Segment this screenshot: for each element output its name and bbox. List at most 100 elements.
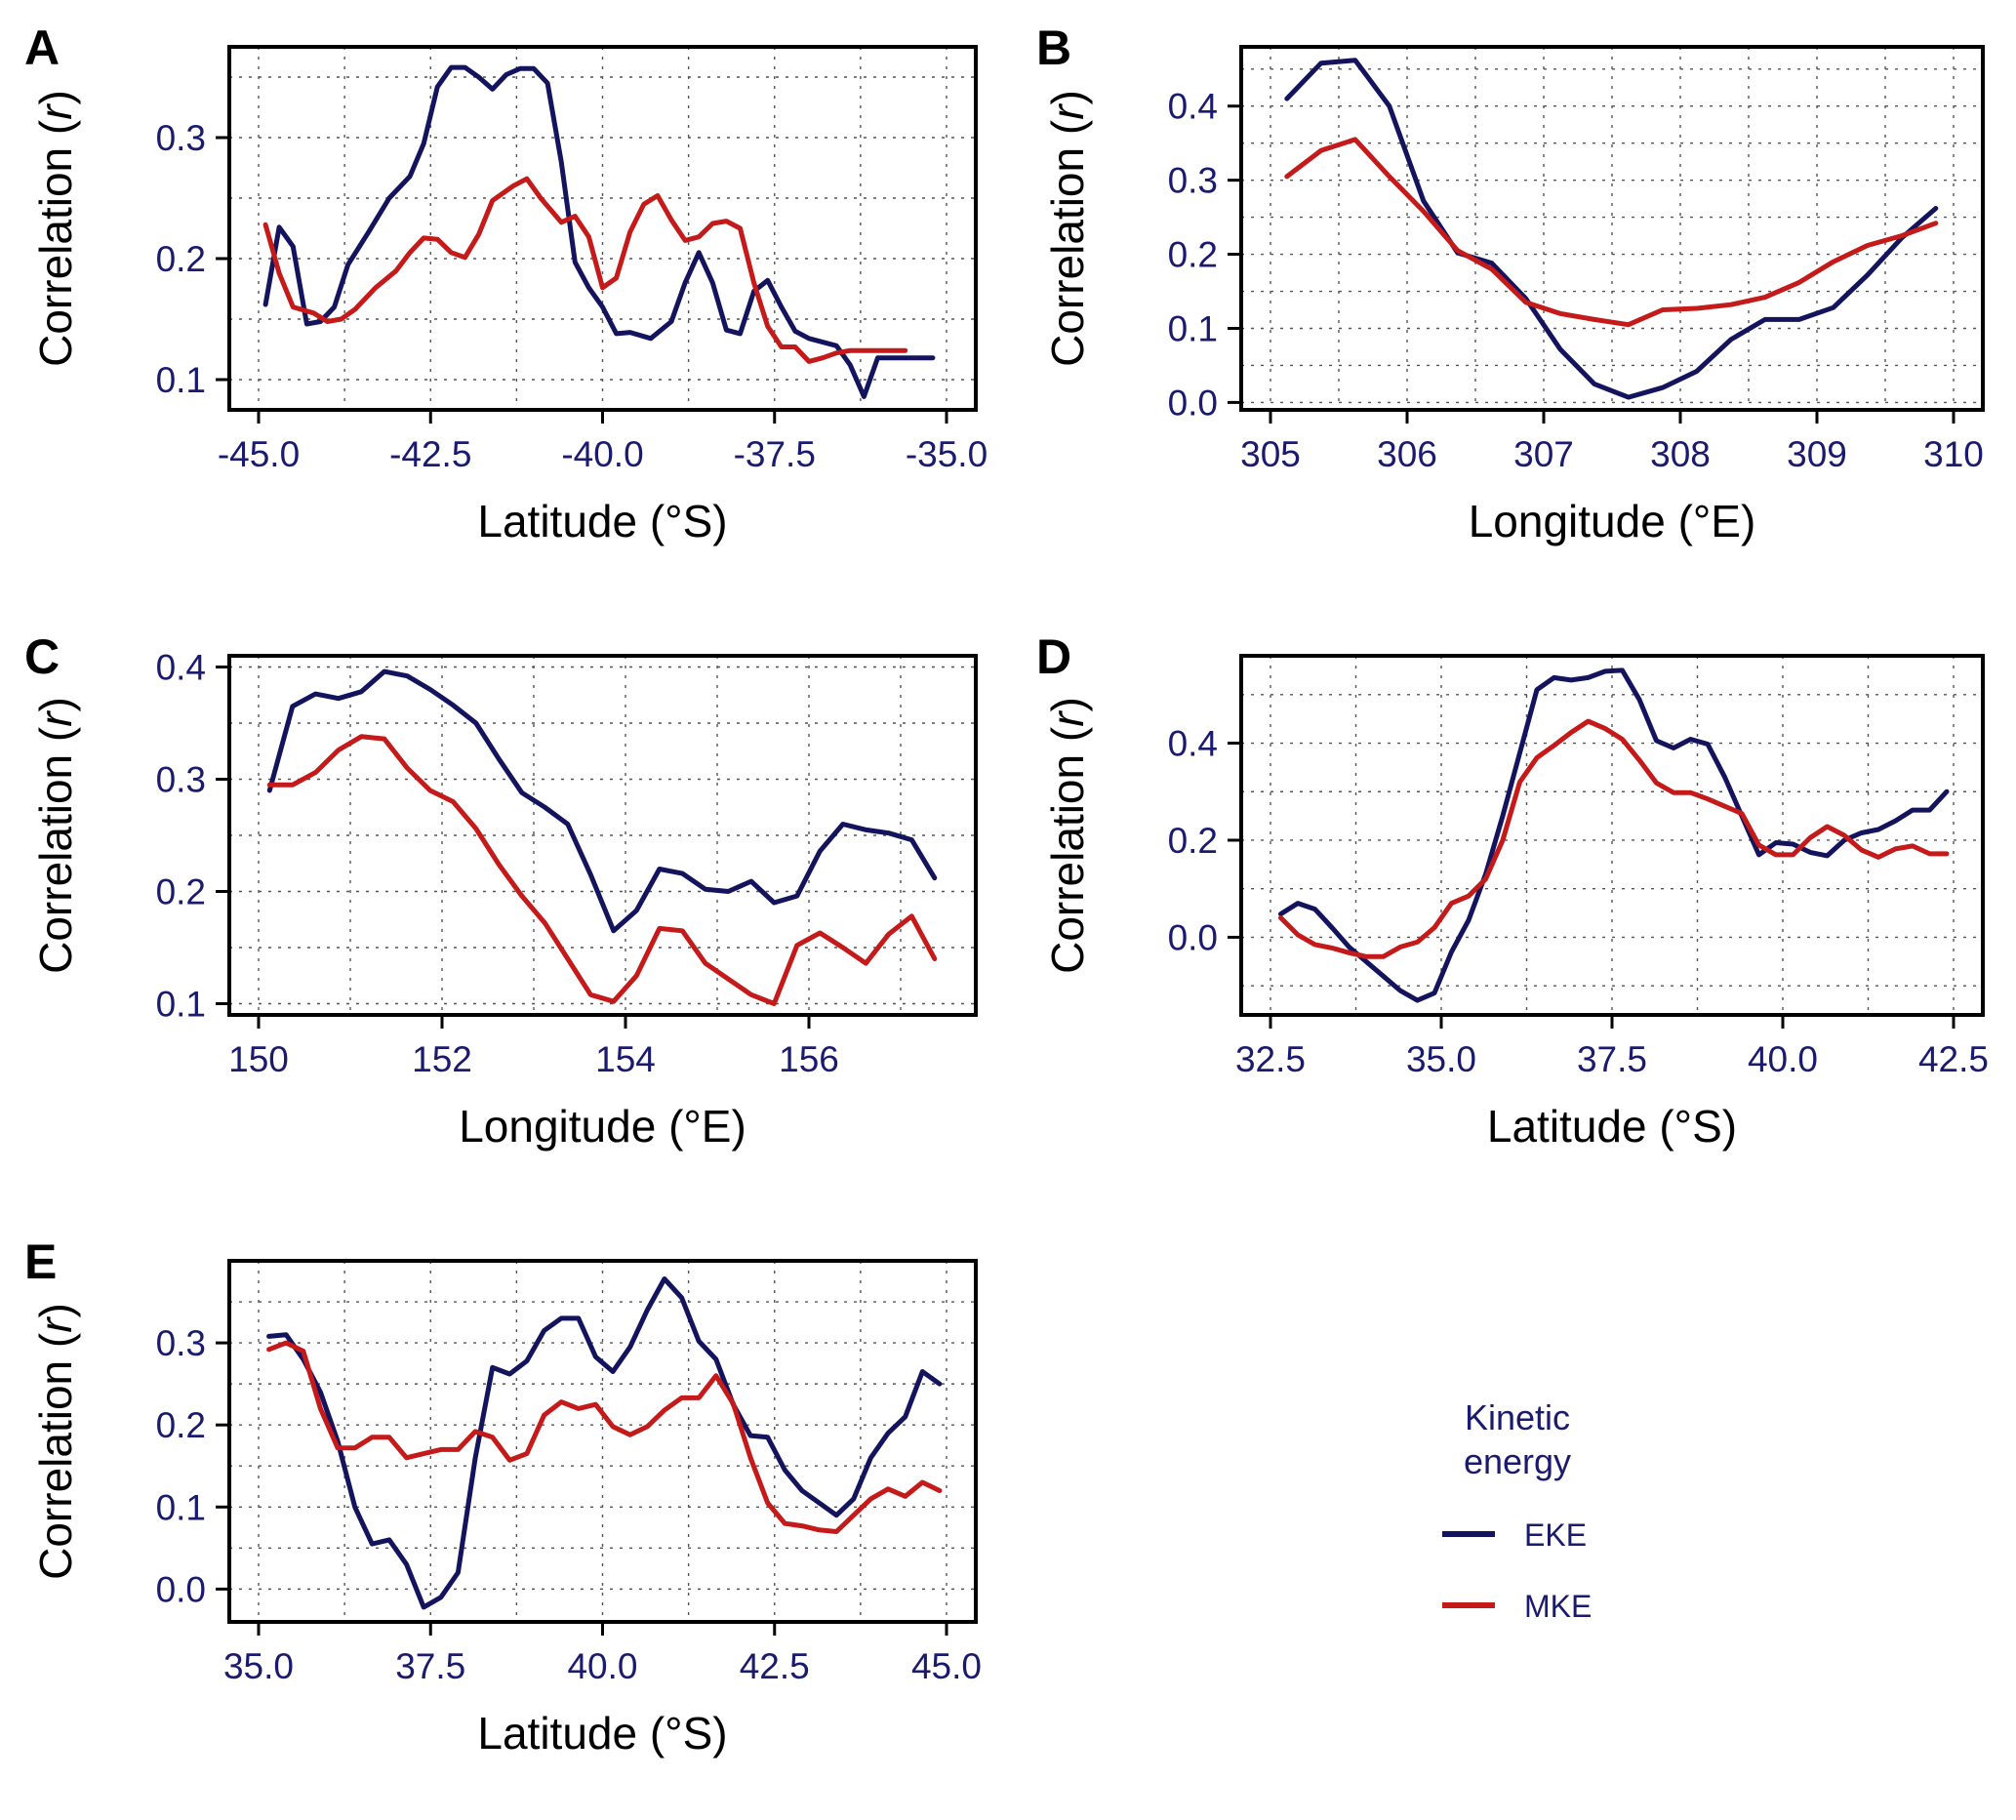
x-tick-label: 42.5: [1918, 1039, 1989, 1079]
y-tick-label: 0.2: [156, 1405, 206, 1445]
series-line-eke: [266, 1276, 943, 1610]
y-axis-label-text: Correlation: [30, 742, 81, 974]
panel-label-a: A: [24, 20, 60, 75]
y-axis-label-symbol: (: [1042, 726, 1093, 742]
y-axis-label-symbol: (: [30, 119, 81, 135]
panel-c: C 150 152 154 156 0.1 0.2 0.3 0.4 Longitude (°E) C…: [24, 629, 978, 1152]
y-axis-label-symbol: ): [30, 1303, 81, 1317]
y-tick-label: 0.2: [156, 239, 206, 279]
y-tick-label: 0.1: [156, 360, 206, 400]
grid-b: [1241, 47, 1983, 410]
panel-label-d: D: [1036, 629, 1071, 684]
x-tick-label: 308: [1650, 434, 1711, 474]
y-axis-label-symbol: r: [30, 1316, 81, 1333]
plot-frame: [1239, 45, 1985, 412]
panel-label-c: C: [24, 629, 60, 684]
legend-eke-label: EKE: [1524, 1517, 1587, 1553]
legend-title-line2: energy: [1464, 1441, 1571, 1481]
x-tick-label: 154: [595, 1039, 656, 1079]
grid-d: [1241, 656, 1983, 1015]
y-tick-label: 0.2: [1168, 235, 1218, 275]
panel-e: E 35.0 37.5 40.0 42.5 45.0 0.0 0.1 0.2 0.3 Latitud…: [24, 1234, 982, 1759]
y-tick-label: 0.1: [156, 985, 206, 1025]
grid-a: [229, 47, 976, 410]
panel-b: B 305 306 307 308 309 310 0.0 0.1 0.2 0.3 0.4 Longit…: [1036, 20, 1985, 546]
x-axis-label: Longitude (°E): [459, 1101, 746, 1152]
y-tick-label: 0.3: [156, 1323, 206, 1363]
series-line-mke: [266, 734, 938, 1006]
x-tick-label: -45.0: [218, 434, 300, 474]
y-tick-label: 0.1: [156, 1487, 206, 1527]
y-tick-label: 0.3: [156, 760, 206, 800]
grid-c: [229, 656, 976, 1015]
x-tick-label: 42.5: [740, 1646, 810, 1686]
x-tick-label: 35.0: [1406, 1039, 1476, 1079]
y-axis-label: Correlation (r): [30, 90, 81, 367]
series-line-eke: [1284, 58, 1939, 400]
x-tick-label: 307: [1513, 434, 1574, 474]
plot-frame: [227, 1259, 978, 1624]
series-line-mke: [262, 176, 908, 364]
y-tick-label: 0.0: [1168, 917, 1218, 957]
y-axis-label-text: Correlation: [1042, 135, 1093, 367]
series-line-eke: [266, 668, 938, 934]
x-tick-label: 156: [779, 1039, 839, 1079]
series-line-eke: [1278, 667, 1950, 1003]
y-tick-label: 0.0: [1168, 383, 1218, 423]
x-tick-label: -40.0: [561, 434, 643, 474]
x-tick-label: 37.5: [1577, 1039, 1647, 1079]
panel-d: D 32.5 35.0 37.5 40.0 42.5 0.0 0.2 0.4 Latitude (…: [1036, 629, 1989, 1152]
y-axis-label-symbol: ): [30, 697, 81, 711]
y-tick-label: 0.3: [1168, 161, 1218, 201]
x-tick-label: -42.5: [389, 434, 471, 474]
panel-label-b: B: [1036, 20, 1071, 75]
x-tick-label: 309: [1787, 434, 1847, 474]
panel-a: A -45.0 -42.5 -40.0 -37.5 -35.0 0.1 0.2 0.3 Latit…: [24, 20, 988, 546]
y-tick-label: 0.1: [1168, 308, 1218, 348]
y-axis-label-symbol: (: [1042, 119, 1093, 135]
y-axis-label-symbol: r: [1042, 710, 1093, 727]
series-line-mke: [266, 1340, 943, 1534]
panel-label-e: E: [24, 1234, 57, 1289]
y-tick-label: 0.4: [1168, 87, 1218, 127]
y-axis-label-text: Correlation: [30, 135, 81, 367]
y-tick-label: 0.0: [156, 1569, 206, 1609]
legend-mke-label: MKE: [1524, 1589, 1592, 1624]
series-line-eke: [262, 64, 936, 399]
legend-title-line1: Kinetic: [1465, 1397, 1570, 1437]
y-axis-label-text: Correlation: [30, 1348, 81, 1580]
x-axis-label: Longitude (°E): [1469, 496, 1756, 546]
y-axis-label-symbol: (: [30, 726, 81, 742]
y-tick-label: 0.3: [156, 118, 206, 158]
grid-e: [229, 1261, 976, 1622]
plot-frame: [227, 45, 978, 412]
series-line-mke: [1278, 718, 1950, 959]
y-axis-label-symbol: ): [30, 90, 81, 104]
y-axis-label-symbol: (: [30, 1332, 81, 1348]
y-tick-label: 0.4: [1168, 724, 1218, 764]
y-axis-label-symbol: r: [30, 710, 81, 727]
y-axis-label-symbol: r: [30, 103, 81, 120]
x-tick-label: -35.0: [906, 434, 988, 474]
y-axis-label-symbol: r: [1042, 103, 1093, 120]
plot-frame: [227, 654, 978, 1017]
x-tick-label: 150: [228, 1039, 289, 1079]
x-tick-label: 152: [412, 1039, 472, 1079]
legend: Kinetic energy EKE MKE: [1442, 1397, 1592, 1624]
x-axis-label: Latitude (°S): [1487, 1101, 1737, 1152]
x-tick-label: 310: [1923, 434, 1984, 474]
x-tick-label: 37.5: [395, 1646, 465, 1686]
y-tick-label: 0.2: [1168, 821, 1218, 861]
y-axis-label-symbol: ): [1042, 90, 1093, 104]
x-tick-label: 305: [1240, 434, 1301, 474]
y-tick-label: 0.4: [156, 648, 206, 688]
series-line-mke: [1284, 137, 1939, 328]
x-tick-label: 32.5: [1235, 1039, 1306, 1079]
y-axis-label: Correlation (r): [1042, 90, 1093, 367]
x-tick-label: -37.5: [734, 434, 816, 474]
x-tick-label: 40.0: [567, 1646, 637, 1686]
y-axis-label: Correlation (r): [30, 1303, 81, 1580]
x-tick-label: 45.0: [911, 1646, 982, 1686]
